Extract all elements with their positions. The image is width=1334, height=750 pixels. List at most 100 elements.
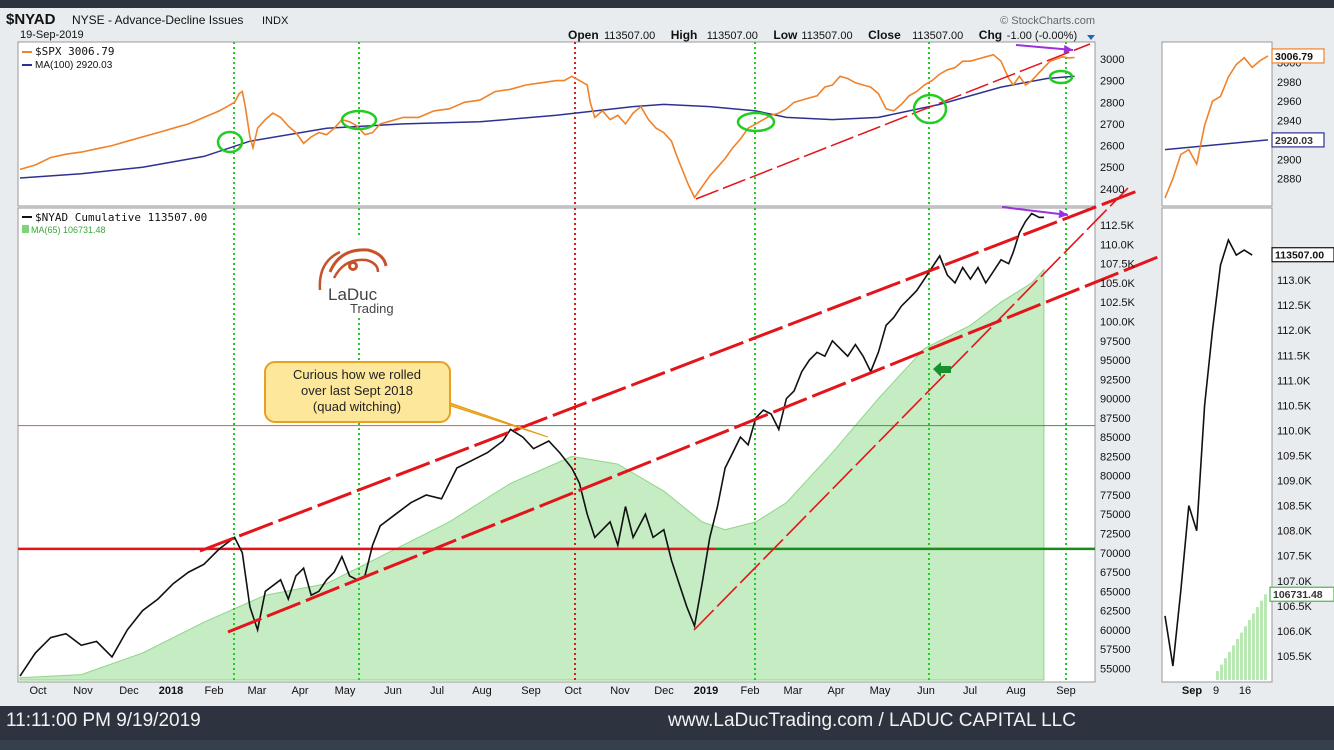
- zoom-nyad-line: [1164, 237, 1253, 667]
- x-tick-label: Mar: [784, 685, 803, 697]
- logo-line2: Trading: [350, 301, 394, 316]
- lower-y-tick-label: 62500: [1100, 606, 1131, 618]
- ohlc-value-chg: -1.00 (-0.00%): [1007, 30, 1077, 42]
- lower-y-tick-label: 107.5K: [1100, 259, 1136, 271]
- ohlc-readout: Open 113507.00 High 113507.00 Low 113507.00 Cl…: [568, 28, 1095, 42]
- x-tick-label: Dec: [654, 685, 674, 697]
- zoom-upper-y-tick: 2940: [1277, 116, 1301, 128]
- lower-y-tick-label: 77500: [1100, 490, 1131, 502]
- upper-y-tick-label: 2900: [1100, 76, 1124, 88]
- upper-y-tick-label: 2800: [1100, 97, 1124, 109]
- ohlc-label-open: Open: [568, 28, 599, 42]
- zoom-ma65-bar: [1256, 607, 1259, 680]
- lower-y-tick-label: 70000: [1100, 548, 1131, 560]
- lower-y-tick-label: 90000: [1100, 394, 1131, 406]
- x-tick-label: Oct: [564, 685, 581, 697]
- zoom-lower-y-tick: 109.0K: [1277, 476, 1313, 488]
- ohlc-value-high: 113507.00: [707, 30, 758, 42]
- lower-y-tick-label: 97500: [1100, 336, 1131, 348]
- lower-y-tick-label: 57500: [1100, 644, 1131, 656]
- zoom-ma65-bar: [1232, 645, 1235, 680]
- trendlines-layer: [199, 43, 1159, 634]
- zoom-upper-panel: [1161, 41, 1273, 207]
- upper-y-tick-label: 2600: [1100, 141, 1124, 153]
- ohlc-value-open: 113507.00: [604, 30, 655, 42]
- x-tick-label: Oct: [29, 685, 46, 697]
- zoom-ma65-bar: [1228, 651, 1231, 680]
- zoom-x-tick: Sep: [1182, 685, 1202, 697]
- ohlc-value-close: 113507.00: [912, 30, 963, 42]
- x-tick-label: May: [335, 685, 356, 697]
- lower-y-tick-label: 92500: [1100, 374, 1131, 386]
- zoom-lower-y-tick: 106.5K: [1277, 601, 1313, 613]
- symbol: $NYAD: [6, 11, 56, 28]
- lower-y-tick-label: 87500: [1100, 413, 1131, 425]
- zoom-lower-y-tick: 105.5K: [1277, 651, 1313, 663]
- lower-y-tick-label: 100.0K: [1100, 316, 1136, 328]
- purple-arrow-upper: [1015, 44, 1074, 51]
- zoom-lower-y-tick: 110.0K: [1277, 425, 1312, 437]
- nyad-legend: $NYAD Cumulative 113507.00: [35, 211, 207, 224]
- horizontal-reference-lines: [18, 425, 1095, 551]
- zoom-lower-y-tick: 112.0K: [1277, 325, 1312, 337]
- ohlc-value-low: 113507.00: [801, 30, 852, 42]
- zoom-lower-y-tick: 109.5K: [1277, 451, 1313, 463]
- lower-y-tick-label: 105.0K: [1100, 278, 1136, 290]
- footer-timestamp: 11:11:00 PM 9/19/2019: [6, 710, 201, 731]
- axis-labels-layer: Oct Nov Dec 2018 Feb Mar Apr May Jun Jul Aug Sep Oct…: [29, 48, 1334, 697]
- zoom-lower-y-tick: 111.0K: [1277, 375, 1311, 387]
- x-tick-label: Feb: [205, 685, 224, 697]
- ohlc-label-chg: Chg: [979, 28, 1002, 42]
- ma65-area: [19, 268, 1045, 681]
- ma65-area-layer: [19, 268, 1267, 681]
- highlight-ellipse-2: [736, 111, 776, 133]
- zoom-ma65-bar: [1244, 626, 1247, 680]
- x-tick-label: Jun: [384, 685, 402, 697]
- x-tick-label: Mar: [248, 685, 267, 697]
- upper-y-tick-label: 2400: [1100, 184, 1124, 196]
- zoom-ma65-bar: [1216, 670, 1219, 680]
- zoom-spx-line: [1164, 55, 1269, 199]
- chart-canvas: $NYAD NYSE - Advance-Decline Issues INDX…: [0, 8, 1334, 706]
- zoom-ma65-bar: [1260, 600, 1263, 680]
- lower-y-tick-label: 102.5K: [1100, 297, 1136, 309]
- upper-y-tick-label: 3000: [1100, 54, 1124, 66]
- x-tick-label: Dec: [119, 685, 139, 697]
- ohlc-label-high: High: [671, 28, 698, 42]
- lower-y-tick-label: 55000: [1100, 663, 1131, 675]
- upper-panel: [17, 41, 1096, 207]
- zoom-x-tick: 9: [1213, 685, 1219, 697]
- zoom-upper-y-tick: 2880: [1277, 174, 1301, 186]
- upper-y-tick-label: 2500: [1100, 162, 1124, 174]
- spx-last-value-tag: 3006.79: [1275, 51, 1313, 63]
- zoom-upper-y-tick: 2900: [1277, 154, 1301, 166]
- zoom-lower-panel: [1161, 207, 1273, 683]
- chg-dropdown-icon: [1087, 35, 1095, 40]
- x-tick-label: Aug: [1006, 685, 1026, 697]
- footer-bar: 11:11:00 PM 9/19/2019 www.LaDucTrading.c…: [0, 706, 1334, 740]
- x-tick-label: Apr: [291, 685, 308, 697]
- spx-last-value-tag-box: [1271, 48, 1325, 64]
- purple-arrow-lower-head: [1058, 209, 1068, 219]
- ma65-last-value-tag: 106731.48: [1273, 589, 1323, 601]
- lower-y-tick-label: 85000: [1100, 432, 1131, 444]
- x-tick-label: Jul: [430, 685, 444, 697]
- ma65-legend: MA(65) 106731.48: [31, 225, 106, 235]
- zoom-lower-y-tick: 108.0K: [1277, 526, 1313, 538]
- spx-trendline: [695, 43, 1091, 200]
- x-tick-label: 2018: [159, 685, 183, 697]
- ma100-legend: MA(100) 2920.03: [35, 60, 113, 71]
- zoom-ma65-bar: [1236, 639, 1239, 680]
- lower-y-tick-label: 75000: [1100, 509, 1131, 521]
- lower-y-tick-label: 112.5K: [1100, 220, 1135, 232]
- x-tick-label: Nov: [73, 685, 93, 697]
- green-arrow-icon: [933, 362, 951, 377]
- zoom-ma100-line: [1164, 139, 1269, 151]
- zoom-lower-y-tick: 110.5K: [1277, 400, 1312, 412]
- lower-y-tick-label: 67500: [1100, 567, 1131, 579]
- spx-legend: $SPX 3006.79: [35, 45, 114, 58]
- zoom-lower-y-tick: 106.0K: [1277, 626, 1313, 638]
- ma65-last-value-tag-box: [1269, 586, 1334, 602]
- vertical-marker-lines: [233, 42, 1067, 682]
